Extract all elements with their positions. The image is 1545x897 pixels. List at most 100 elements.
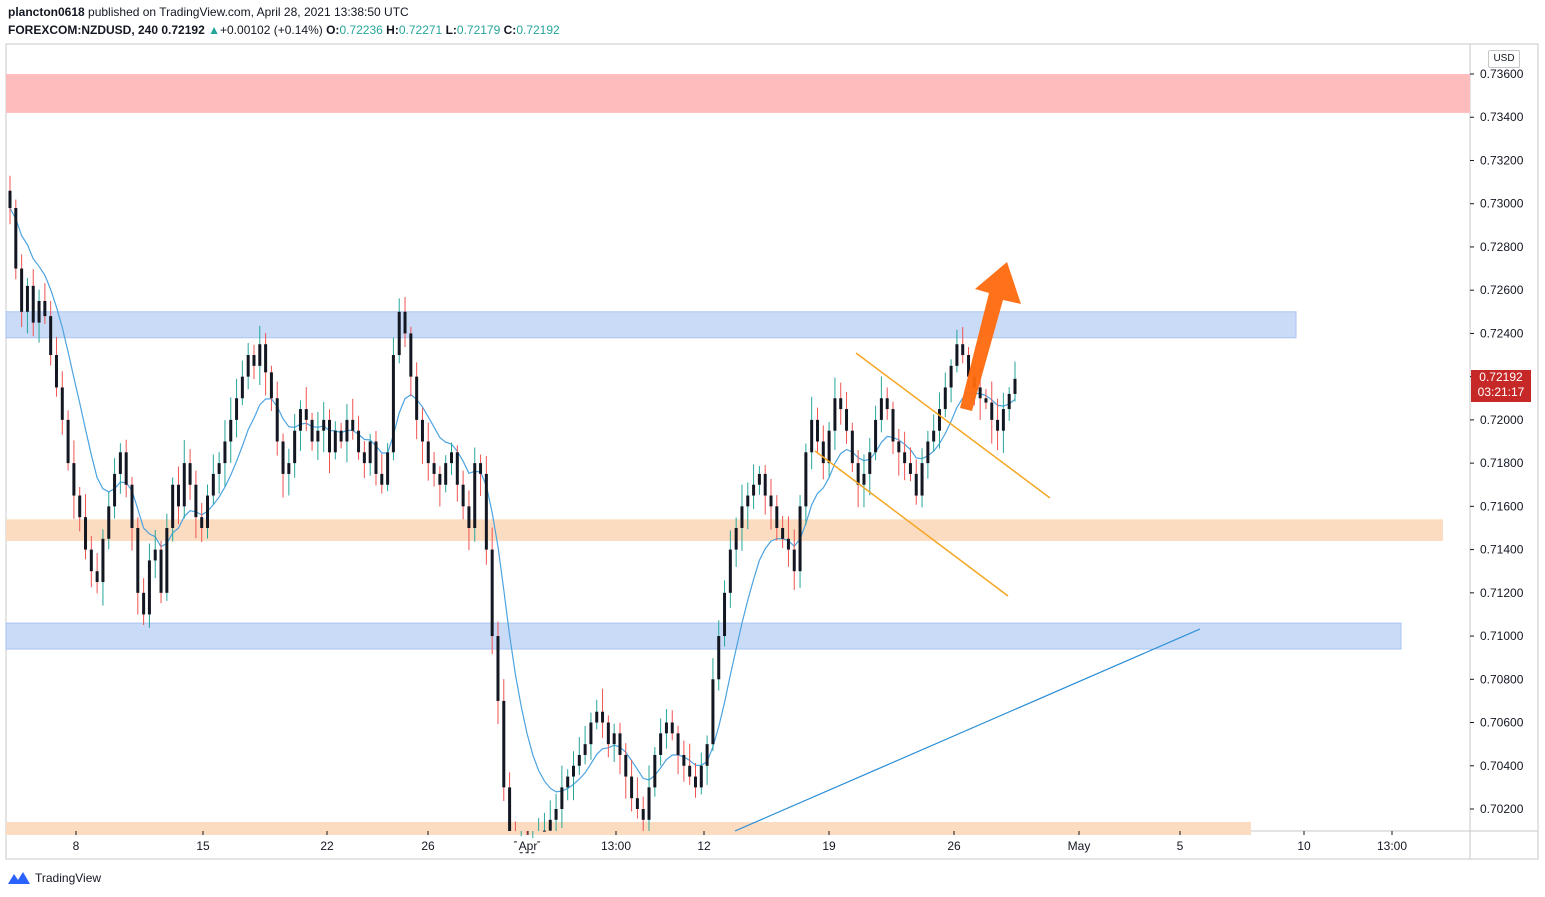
candle-body (107, 506, 111, 539)
candle-body (717, 636, 721, 680)
candle-body (937, 409, 941, 431)
candle-body (362, 452, 366, 464)
candle-body (723, 592, 727, 637)
footer: TradingView (8, 871, 101, 885)
resistance-zone[interactable] (6, 74, 1470, 113)
y-tick-label: 0.72000 (1480, 413, 1524, 427)
moving-average-line (9, 207, 1016, 793)
x-tick-label: 5 (1177, 839, 1184, 853)
candle-body (200, 517, 204, 528)
y-tick-label: 0.70200 (1480, 802, 1524, 816)
candle-body (920, 463, 924, 496)
candle-body (932, 430, 936, 442)
candle-body (693, 776, 697, 788)
blue-zone[interactable] (5, 622, 1402, 650)
candle-body (246, 355, 250, 377)
candle-body (775, 506, 779, 528)
tradingview-logo-icon[interactable] (8, 872, 30, 884)
candle-body (583, 744, 587, 755)
orange-zone[interactable] (6, 519, 1443, 541)
candle-body (403, 311, 407, 334)
candle-body (25, 285, 29, 312)
candle-body (95, 571, 99, 583)
channel-lower-line[interactable] (814, 450, 1009, 597)
candle-body (630, 776, 634, 799)
candle-body (548, 819, 552, 831)
candle-body (664, 722, 668, 734)
candle-body (386, 452, 390, 485)
y-tick-label: 0.70600 (1480, 716, 1524, 730)
y-tick-label: 0.72400 (1480, 326, 1524, 340)
candle-body (711, 679, 715, 745)
y-tick-label: 0.72800 (1480, 240, 1524, 254)
currency-label[interactable]: USD (1488, 50, 1520, 68)
candle-body (229, 419, 233, 442)
x-tick-label: 8 (73, 839, 80, 853)
candle-body (49, 316, 53, 356)
candle-body (821, 441, 825, 464)
x-tick-label: 26 (947, 839, 961, 853)
x-tick-label: Apr (519, 839, 538, 853)
footer-brand[interactable]: TradingView (35, 871, 102, 885)
candle-body (577, 754, 581, 766)
candle-body (455, 452, 459, 485)
candle-body (391, 355, 395, 453)
orange-zone[interactable] (6, 821, 1251, 835)
candle-body (37, 300, 41, 323)
candle-body (786, 538, 790, 550)
candle-body (659, 733, 663, 755)
symbol-line: FOREXCOM:NZDUSD, 240 0.72192 ▲+0.00102 (… (8, 23, 560, 37)
candle-body (153, 549, 157, 561)
candle-body (757, 473, 761, 485)
publisher-user[interactable]: plancton0618 (8, 5, 85, 19)
candle-body (281, 441, 285, 474)
candle-body (275, 398, 279, 442)
y-tick-label: 0.73400 (1480, 110, 1524, 124)
candle-body (810, 419, 814, 453)
candle-body (734, 527, 738, 550)
candle-body (467, 506, 471, 528)
blue-zone[interactable] (5, 311, 1297, 339)
candle-body (304, 409, 308, 420)
candle-body (264, 344, 268, 373)
trendline[interactable] (734, 628, 1201, 832)
candle-body (461, 484, 465, 507)
candle-body (211, 473, 215, 496)
candle-body (943, 387, 947, 410)
candle-body (159, 549, 163, 593)
candle-body (72, 463, 76, 496)
candle-body (473, 463, 477, 528)
y-tick-label: 0.73200 (1480, 153, 1524, 167)
y-tick-label: 0.71400 (1480, 543, 1524, 557)
y-tick-label: 0.70400 (1480, 759, 1524, 773)
candle-body (752, 484, 756, 496)
candle-body (130, 484, 134, 528)
candle-body (879, 398, 883, 420)
candle-body (240, 376, 244, 399)
y-tick-label: 0.73000 (1480, 197, 1524, 211)
candle-body (595, 711, 599, 723)
candle-body (815, 419, 819, 442)
x-tick-label: 26 (421, 839, 435, 853)
publisher-info: published on TradingView.com, April 28, … (84, 5, 409, 19)
candle-body (531, 852, 535, 854)
candle-body (206, 495, 210, 528)
symbol-label[interactable]: FOREXCOM:NZDUSD, 240 (8, 23, 159, 37)
channel-upper-line[interactable] (855, 352, 1051, 499)
candle-body (444, 463, 448, 485)
candle-body (525, 852, 529, 854)
candle-body (438, 473, 442, 485)
candle-body (862, 473, 866, 485)
candle-body (136, 527, 140, 593)
candle-body (978, 387, 982, 399)
candle-body (397, 311, 401, 356)
candle-body (537, 841, 541, 843)
candle-body (235, 398, 239, 420)
low-value: 0.72179 (456, 23, 501, 37)
candle-body (850, 430, 854, 464)
plot-frame (5, 43, 1539, 860)
candle-body (490, 549, 494, 637)
candle-body (14, 208, 18, 269)
bullish-arrow-icon[interactable] (960, 262, 1021, 411)
